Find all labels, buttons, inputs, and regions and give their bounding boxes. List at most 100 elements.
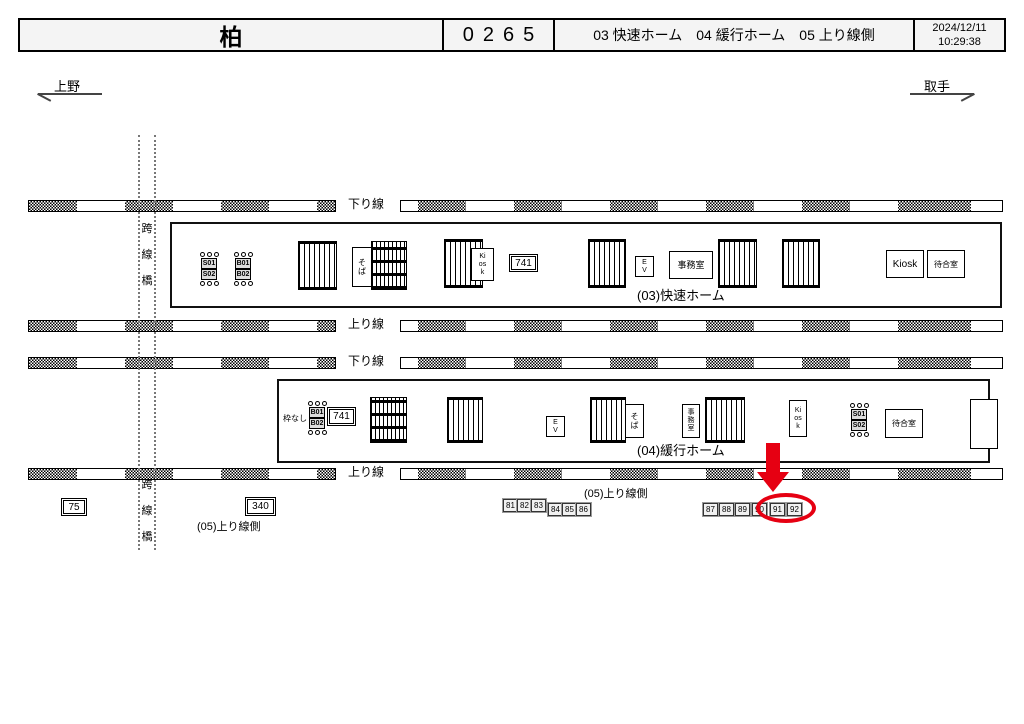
soba-char: ば [358,267,366,276]
soba-char: そ [630,412,639,421]
datetime-box: 2024/12/11 10:29:38 [915,20,1004,50]
bench-tag: B02 [308,418,326,429]
bench-tag: B01 [234,257,252,269]
kiosk-char: os [478,260,487,268]
ad-plate-75[interactable]: 75 [61,498,87,516]
kiosk-char: Ki [794,406,802,414]
office-char: 室 [687,425,695,432]
track-segment [400,468,1003,480]
stairs-icon [590,397,626,443]
bench-tag: S01 [850,408,868,420]
arrow-line-right [910,93,974,95]
area-05-name: (05)上り線側 [584,488,648,500]
direction-toride-label: 取手 [924,79,951,94]
area-05-name: (05)上り線側 [197,521,261,533]
escalator-icon [371,241,407,290]
bridge-label-top: 跨 線 橋 [138,216,156,294]
ad-position-83[interactable]: 83 [531,499,546,512]
stairs-icon [588,239,626,288]
header-bar: 柏 0265 03 快速ホーム 04 緩行ホーム 05 上り線側 2024/12… [18,18,1006,52]
bridge-char: 跨 [141,223,153,235]
ad-position-89[interactable]: 89 [735,503,750,516]
ev-char: E [553,418,558,426]
ad-plate-340[interactable]: 340 [245,497,276,516]
bench-seats-icon [199,280,219,286]
escalator-icon [370,397,407,443]
ad-position-85[interactable]: 85 [562,503,577,516]
bench-seats-icon [307,430,327,435]
office-char: 務 [687,417,695,424]
track-segment [28,468,336,480]
direction-toride: 取手 [908,76,986,106]
highlight-arrow-head-icon [757,472,789,492]
wakunashi-label: 枠なし [283,414,307,423]
office-char: 事 [687,409,695,416]
track-segment [28,357,336,369]
kiosk-vertical: Ki os k [789,400,807,437]
kiosk-char: k [796,422,800,430]
stairs-icon [718,239,757,288]
ad-position-88[interactable]: 88 [719,503,734,516]
bridge-dotted-line [154,135,156,550]
bench-tag: B01 [308,407,326,418]
waiting-room-box: 待合室 [927,250,965,278]
ad-position-82[interactable]: 82 [517,499,532,512]
stairs-icon [705,397,745,443]
highlight-circle [756,493,816,523]
kiosk-vertical: Ki os k [471,248,494,281]
platform-03-name: (03)快速ホーム [637,288,725,303]
track-segment [400,357,1003,369]
track-segment [28,200,336,212]
elevator-box: E V [546,416,565,437]
bench-seats-icon [233,251,253,257]
bridge-label-bottom: 跨 線 橋 [138,472,156,550]
ad-plate-741[interactable]: 741 [509,254,538,272]
highlight-arrow-shaft [766,443,780,473]
bench-b01-b02: B01 B02 [228,250,258,287]
ad-position-87[interactable]: 87 [703,503,718,516]
bridge-char: 跨 [141,479,153,491]
soba-stand: そ ば [352,247,372,287]
platform-list: 03 快速ホーム 04 緩行ホーム 05 上り線側 [555,20,915,50]
stairs-icon [447,397,483,443]
platform-03-outline [170,222,1002,308]
platform-04-name: (04)緩行ホーム [637,443,725,458]
track-segment [28,320,336,332]
bridge-char: 線 [141,505,153,517]
track-label: 下り線 [348,197,385,211]
station-name: 柏 [20,20,444,50]
direction-ueno-label: 上野 [54,79,81,94]
elevator-box: E V [635,256,654,277]
bench-seats-icon [199,251,219,257]
bench-s01-s02: S01 S02 [194,250,224,287]
stairs-icon [298,241,337,290]
bench-seats-icon [849,402,869,408]
ad-position-81[interactable]: 81 [503,499,518,512]
kiosk-char: os [794,414,802,422]
bridge-char: 橋 [141,531,153,543]
bench-seats-icon [849,431,869,437]
stairs-icon [782,239,820,288]
ev-char: V [642,266,647,274]
direction-ueno: 上野 [36,76,114,106]
ad-plate-741[interactable]: 741 [327,407,356,426]
soba-char: そ [358,258,366,267]
ev-char: V [553,426,558,434]
waiting-room-box: 待合室 [885,409,923,438]
track-segment [400,320,1003,332]
kiosk-box: Kiosk [886,250,924,278]
ad-position-86[interactable]: 86 [576,503,591,516]
office-box: 事務室 [669,251,713,279]
soba-stand: そ ば [625,404,644,438]
office-vertical-box: 事 務 室 [682,404,700,438]
ad-position-84[interactable]: 84 [548,503,563,516]
screen-code: 0265 [444,20,555,50]
bench-tag: S02 [850,419,868,431]
bench-seats-icon [233,280,253,286]
bench-tag: S01 [200,257,218,269]
platform-end-structure [970,399,998,449]
track-segment [400,200,1003,212]
time-label: 10:29:38 [938,36,981,48]
bridge-char: 線 [141,249,153,261]
